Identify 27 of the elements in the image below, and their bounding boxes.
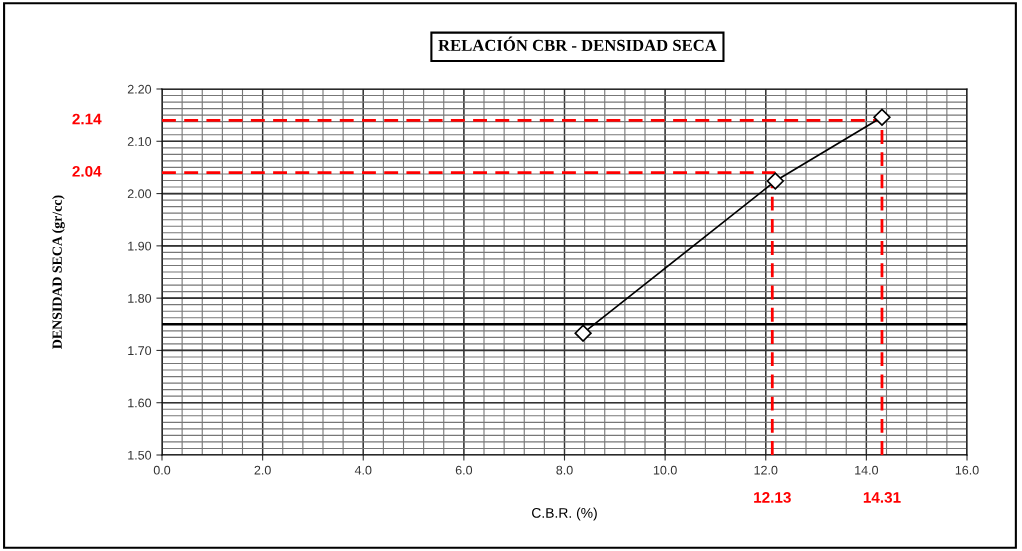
point [766, 172, 785, 190]
x-tick-label: 4.0 [354, 465, 372, 475]
x-tick-label: 0.0 [153, 465, 171, 475]
y-tick-label: 1.70 [128, 346, 152, 356]
y-tick-label: 2.00 [127, 189, 152, 199]
x-tick-label: 2.0 [254, 465, 271, 475]
ref-line-label: 12.13 [754, 492, 791, 503]
x-tick-label: 8.0 [556, 465, 573, 475]
x-tick-label: 12.0 [754, 465, 778, 475]
x-tick-label: 14.0 [855, 465, 879, 475]
y-tick-label: 1.90 [128, 241, 152, 251]
y-tick-label: 1.80 [128, 293, 152, 303]
y-tick-label: 2.20 [127, 84, 152, 94]
x-tick-label: 10.0 [653, 465, 677, 475]
point [873, 108, 891, 126]
x-tick-label: 6.0 [455, 465, 473, 475]
ref-line-label: 14.31 [863, 492, 901, 503]
ref-line-label: 2.14 [72, 113, 102, 125]
y-axis-title: DENSIDAD SECA (gr/cc) [52, 195, 65, 349]
y-tick-label: 1.60 [128, 398, 152, 408]
chart-title: RELACIÓN CBR - DENSIDAD SECA [438, 36, 717, 52]
point [574, 324, 592, 342]
x-tick-label: 16.0 [955, 465, 979, 475]
y-tick-label: 1.50 [128, 450, 152, 460]
x-axis-title: C.B.R. (%) [532, 507, 597, 521]
ref-line-label: 2.04 [72, 165, 102, 177]
y-tick-label: 2.10 [127, 137, 152, 146]
